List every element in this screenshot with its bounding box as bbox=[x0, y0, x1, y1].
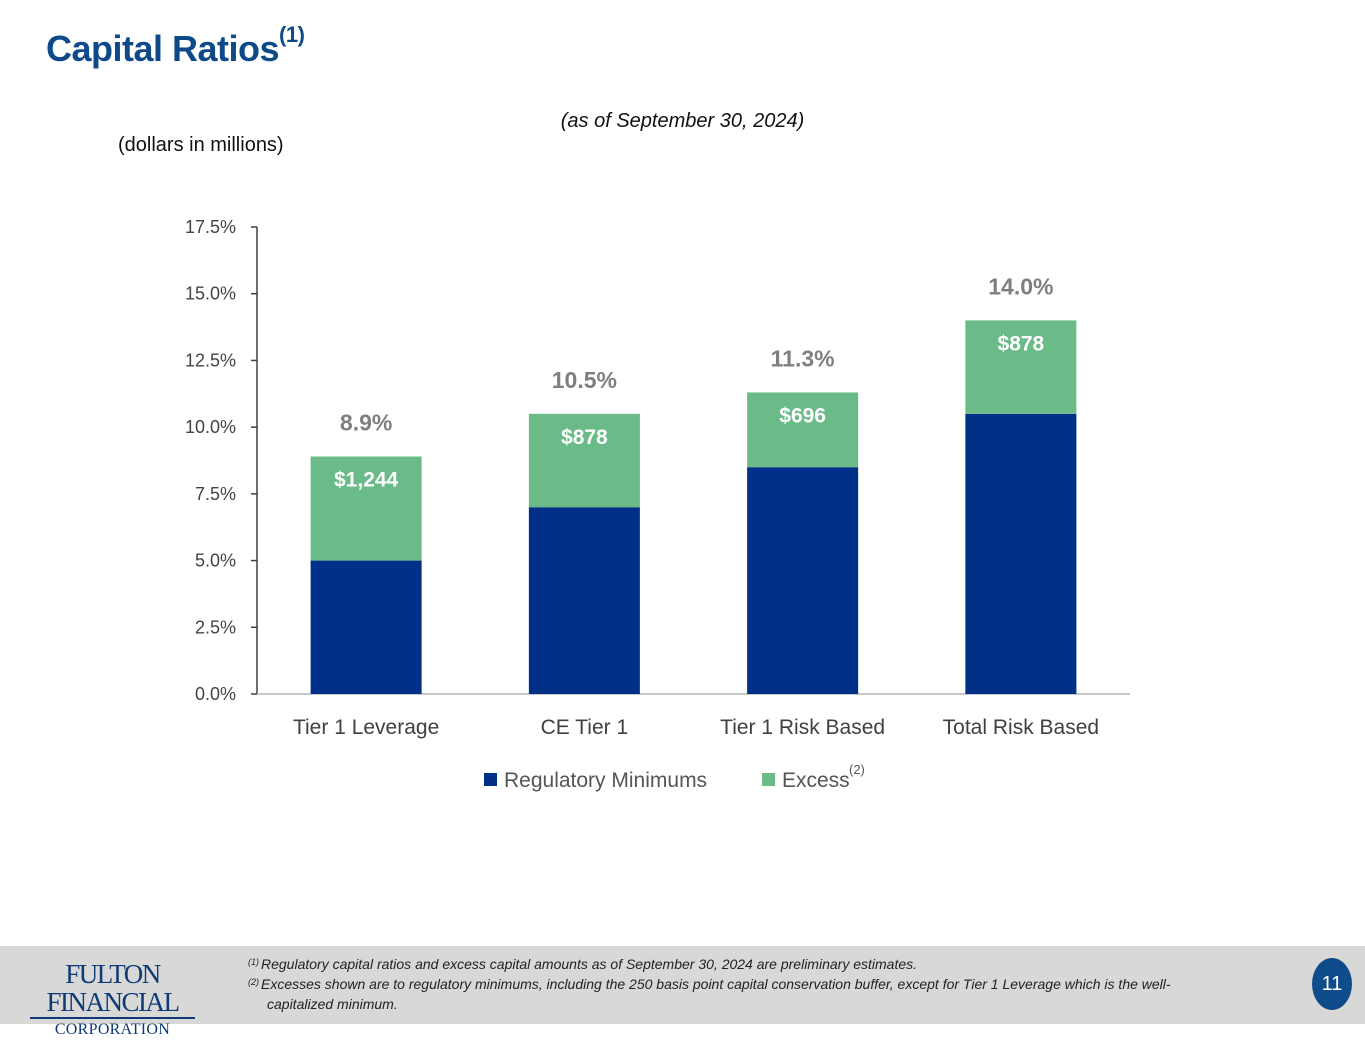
excess-data-label: $878 bbox=[998, 332, 1045, 355]
units-label: (dollars in millions) bbox=[118, 134, 284, 156]
bar-excess bbox=[965, 320, 1077, 414]
y-tick-label: 12.5% bbox=[185, 350, 236, 370]
y-tick-label: 2.5% bbox=[195, 617, 236, 637]
excess-data-label: $878 bbox=[561, 426, 608, 449]
footnote-1: (1) Regulatory capital ratios and excess … bbox=[248, 956, 918, 972]
bar-regulatory-minimum bbox=[747, 467, 859, 694]
bar-excess bbox=[310, 456, 422, 561]
bar-excess bbox=[747, 392, 859, 468]
x-category-label: Tier 1 Leverage bbox=[293, 716, 439, 739]
footnote-2-continuation: capitalized minimum. bbox=[267, 996, 398, 1012]
x-category-label: CE Tier 1 bbox=[541, 716, 629, 739]
legend-label-excess: Excess bbox=[782, 769, 850, 792]
footnotes: (1) Regulatory capital ratios and excess … bbox=[248, 954, 1288, 1014]
legend-swatch-regulatory-minimums bbox=[484, 773, 497, 786]
footer: FULTON FINANCIAL CORPORATION (1) Regulato… bbox=[0, 946, 1365, 1038]
chart-subtitle: (as of September 30, 2024) bbox=[560, 110, 805, 132]
y-tick-label: 0.0% bbox=[195, 684, 236, 704]
bar-regulatory-minimum bbox=[310, 560, 422, 694]
legend-footnote-marker: (2) bbox=[849, 762, 865, 777]
bar-regulatory-minimum bbox=[965, 413, 1077, 694]
total-data-label: 8.9% bbox=[340, 409, 392, 435]
page-title: Capital Ratios(1) bbox=[46, 22, 305, 69]
company-logo: FULTON FINANCIAL CORPORATION bbox=[30, 960, 195, 1041]
excess-data-label: $696 bbox=[779, 404, 826, 427]
y-tick-label: 15.0% bbox=[185, 284, 236, 304]
total-data-label: 10.5% bbox=[552, 367, 617, 393]
total-data-label: 11.3% bbox=[771, 345, 835, 371]
page-number: 11 bbox=[1312, 958, 1352, 1010]
title-footnote-marker: (1) bbox=[279, 22, 305, 47]
y-tick-label: 17.5% bbox=[185, 217, 236, 237]
y-tick-label: 5.0% bbox=[195, 551, 236, 571]
x-category-label: Tier 1 Risk Based bbox=[720, 716, 885, 739]
x-category-label: Total Risk Based bbox=[943, 716, 1099, 739]
y-tick-label: 7.5% bbox=[195, 484, 236, 504]
capital-ratios-chart: 0.0% 2.5% 5.0% 7.5% 10.0% 12.5% 15.0% 17.5% $1,2… bbox=[185, 217, 1130, 792]
total-data-label: 14.0% bbox=[988, 273, 1053, 299]
y-tick-label: 10.0% bbox=[185, 417, 236, 437]
footnote-2: (2) Excesses shown are to regulatory mini… bbox=[248, 976, 1171, 992]
excess-data-label: $1,244 bbox=[334, 468, 399, 491]
legend-label-regulatory-minimums: Regulatory Minimums bbox=[504, 769, 707, 792]
bar-excess bbox=[528, 413, 640, 508]
bar-regulatory-minimum bbox=[528, 507, 640, 694]
legend-swatch-excess bbox=[762, 773, 775, 786]
